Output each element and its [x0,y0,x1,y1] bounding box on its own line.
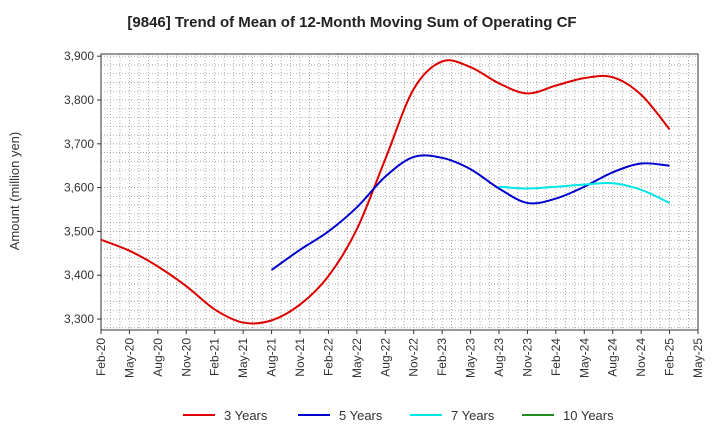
x-tick-label: May-20 [122,338,136,378]
x-tick-label: Aug-24 [606,338,620,377]
series-group [100,59,671,325]
x-tick-label: Nov-24 [634,338,648,377]
x-tick-label: Feb-22 [321,338,335,376]
x-tick-label: Nov-22 [407,338,421,377]
x-tick-label: Aug-20 [151,338,165,377]
legend-label-10-years: 10 Years [563,408,614,423]
x-tick-label: May-25 [691,338,705,378]
x-tick-label: Feb-20 [94,338,108,376]
legend-label-5-years: 5 Years [339,408,383,423]
y-tick-label: 3,800 [64,93,94,107]
x-tick-label: Feb-24 [549,338,563,376]
y-tick-label: 3,700 [64,137,94,151]
y-axis: 3,300 3,400 3,500 3,600 3,700 3,800 3,900 [64,49,101,326]
plot-frame [100,53,699,331]
y-tick-label: 3,400 [64,268,94,282]
x-tick-label: Aug-22 [378,338,392,377]
y-tick-label: 3,900 [64,49,94,63]
x-tick-label: Aug-23 [492,338,506,377]
y-tick-label: 3,300 [64,312,94,326]
x-tick-label: Nov-20 [179,338,193,377]
x-tick-label: Feb-21 [208,338,222,376]
x-tick-label: Aug-21 [265,338,279,377]
x-axis: Feb-20 May-20 Aug-20 Nov-20 Feb-21 May-21 Aug-… [94,330,705,378]
legend-label-3-years: 3 Years [224,408,268,423]
x-tick-label: May-22 [350,338,364,378]
series-line-7-years [498,181,670,204]
series-line-5-years [270,154,670,271]
x-tick-label: Feb-23 [435,338,449,376]
chart-title: [9846] Trend of Mean of 12-Month Moving … [127,14,576,31]
y-tick-label: 3,500 [64,224,94,238]
grid [101,54,698,330]
series-line-3-years [100,59,671,325]
x-tick-label: Nov-23 [520,338,534,377]
y-tick-label: 3,600 [64,181,94,195]
y-axis-label: Amount (million yen) [7,132,22,251]
legend: 3 Years 5 Years 7 Years 10 Years [183,408,614,423]
x-tick-label: May-21 [236,338,250,378]
x-tick-label: Feb-25 [663,338,677,376]
x-tick-label: Nov-21 [293,338,307,377]
legend-label-7-years: 7 Years [451,408,495,423]
x-tick-label: May-23 [464,338,478,378]
x-tick-label: May-24 [577,338,591,378]
